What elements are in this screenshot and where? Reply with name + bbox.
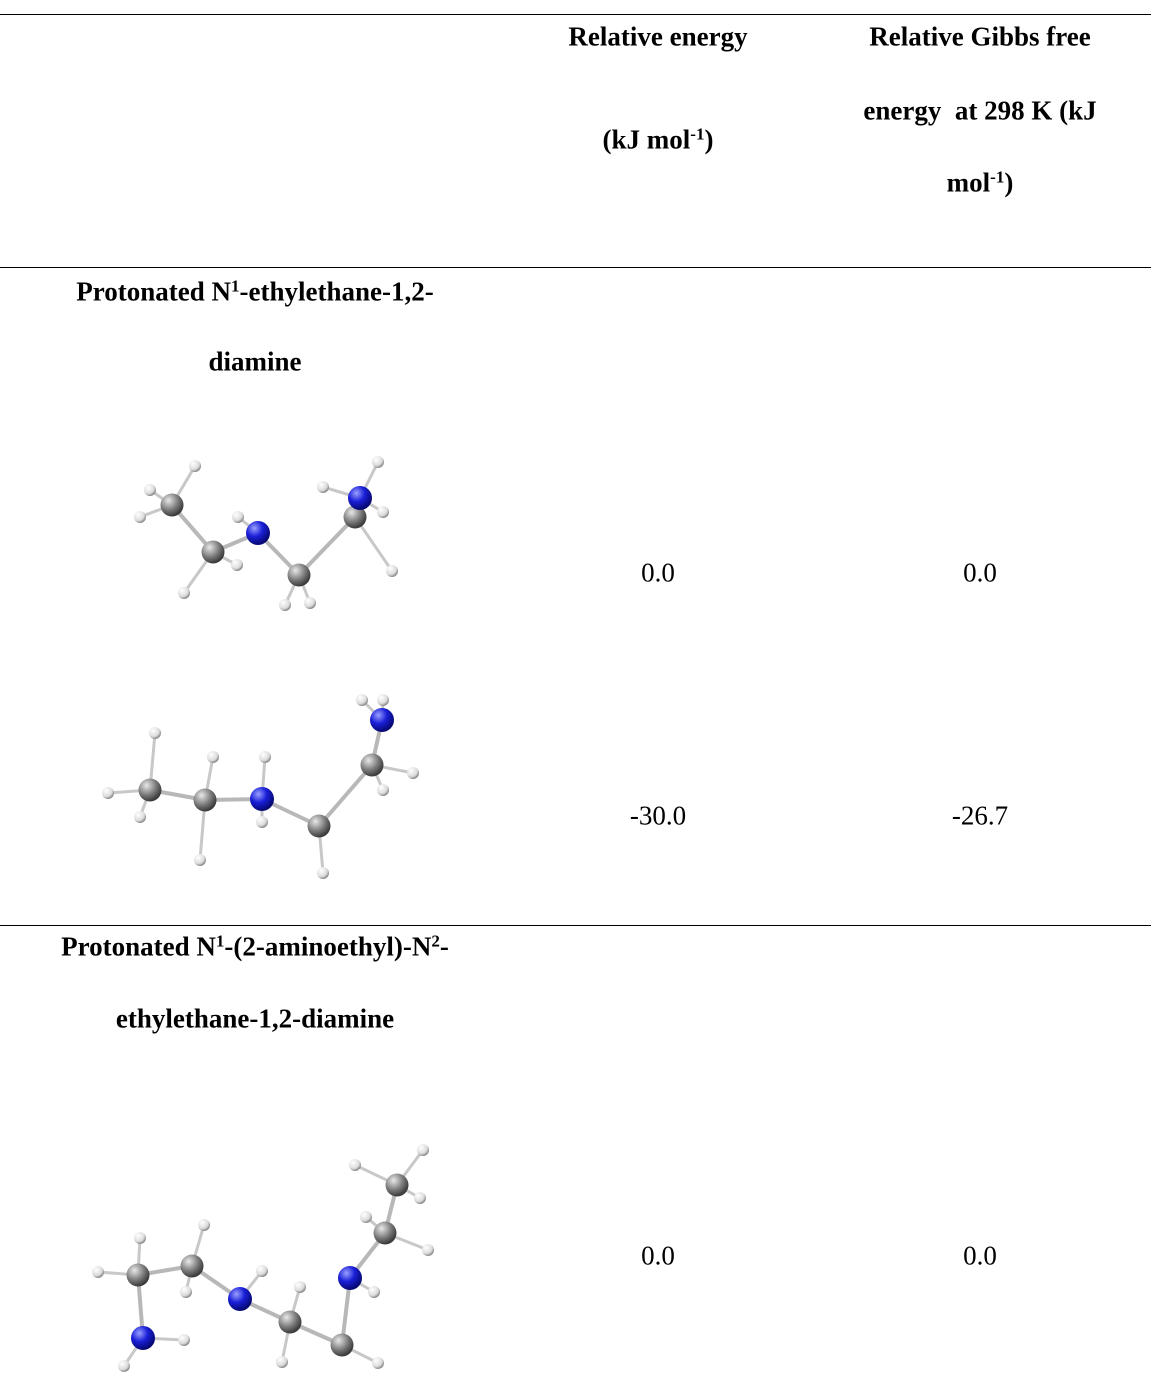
hydrogen-atom: [102, 787, 114, 799]
hydrogen-atom: [149, 727, 161, 739]
hydrogen-atom: [386, 565, 398, 577]
superscript: 1: [216, 932, 225, 951]
hydrogen-atom: [134, 511, 146, 523]
section-title-line: Protonated N1-(2-aminoethyl)-N2-: [61, 932, 449, 963]
hydrogen-atom: [180, 1286, 192, 1298]
carbon-atom: [279, 1311, 302, 1334]
hydrogen-atom: [294, 1281, 306, 1293]
hydrogen-atom: [194, 854, 206, 866]
superscript: -1: [690, 125, 704, 144]
carbon-atom: [308, 815, 331, 838]
text-run: (kJ mol: [603, 125, 691, 155]
hydrogen-atom: [368, 1286, 380, 1298]
text-run: -(2-aminoethyl)-N: [224, 932, 431, 962]
text-run: Protonated N: [61, 932, 216, 962]
nitrogen-atom: [370, 708, 394, 732]
carbon-atom: [181, 1255, 204, 1278]
text-run: Protonated N: [76, 277, 231, 307]
value-cell: 0.0: [963, 1241, 997, 1272]
text-run: ): [704, 125, 713, 155]
text-run: diamine: [208, 347, 301, 377]
header-cell-line: mol-1): [947, 168, 1014, 199]
carbon-atom: [161, 494, 184, 517]
text-run: -ethylethane-1,2-: [240, 277, 434, 307]
section-title-line: diamine: [208, 347, 301, 378]
carbon-atom: [139, 779, 162, 802]
text-run: -: [440, 932, 449, 962]
hydrogen-atom: [134, 1232, 146, 1244]
bond: [299, 517, 355, 575]
hydrogen-atom: [256, 816, 268, 828]
carbon-atom: [331, 1334, 354, 1357]
nitrogen-atom: [228, 1287, 252, 1311]
hydrogen-atom: [414, 1192, 426, 1204]
carbon-atom: [288, 564, 311, 587]
hydrogen-atom: [377, 506, 389, 518]
header-cell-line: Relative energy: [568, 22, 747, 53]
hydrogen-atom: [304, 597, 316, 609]
text-run: energy at 298 K (kJ: [863, 96, 1096, 126]
carbon-atom: [202, 541, 225, 564]
nitrogen-atom: [250, 787, 274, 811]
hydrogen-atom: [279, 599, 291, 611]
carbon-atom: [361, 754, 384, 777]
hydrogen-atom: [231, 559, 243, 571]
hydrogen-atom: [189, 460, 201, 472]
carbon-atom: [194, 789, 217, 812]
hydrogen-atom: [276, 1356, 288, 1368]
carbon-atom: [374, 1222, 397, 1245]
bond: [319, 765, 372, 826]
value-cell: 0.0: [641, 558, 675, 589]
text-run: ): [1004, 168, 1013, 198]
hydrogen-atom: [360, 1211, 372, 1223]
table-page: Relative energy(kJ mol-1)Relative Gibbs …: [0, 0, 1151, 1373]
carbon-atom: [386, 1174, 409, 1197]
molecule-drawings: [0, 0, 1151, 1373]
hydrogen-atom: [317, 867, 329, 879]
hydrogen-atom: [356, 694, 368, 706]
hydrogen-atom: [372, 1357, 384, 1369]
hydrogen-atom: [92, 1266, 104, 1278]
nitrogen-atom: [348, 486, 372, 510]
hydrogen-atom: [377, 784, 389, 796]
section-title-line: Protonated N1-ethylethane-1,2-: [76, 277, 433, 308]
value-cell: 0.0: [641, 1241, 675, 1272]
hydrogen-atom: [372, 456, 384, 468]
hydrogen-atom: [349, 1159, 361, 1171]
header-cell-line: energy at 298 K (kJ: [863, 96, 1096, 127]
text-run: Relative Gibbs free: [869, 22, 1090, 52]
hydrogen-atom: [144, 484, 156, 496]
hydrogen-atom: [134, 811, 146, 823]
header-cell-line: Relative Gibbs free: [869, 22, 1090, 53]
value-cell: 0.0: [963, 558, 997, 589]
nitrogen-atom: [131, 1326, 155, 1350]
nitrogen-atom: [246, 521, 270, 545]
header-cell-line: (kJ mol-1): [603, 125, 714, 156]
hydrogen-atom: [207, 751, 219, 763]
hydrogen-atom: [407, 767, 419, 779]
hydrogen-atom: [422, 1244, 434, 1256]
value-cell: -30.0: [630, 801, 686, 832]
superscript: 2: [431, 932, 440, 951]
hydrogen-atom: [256, 1265, 268, 1277]
carbon-atom: [127, 1264, 150, 1287]
hydrogen-atom: [198, 1219, 210, 1231]
section-title-line: ethylethane-1,2-diamine: [116, 1004, 394, 1035]
text-run: Relative energy: [568, 22, 747, 52]
hydrogen-atom: [417, 1144, 429, 1156]
hydrogen-atom: [232, 511, 244, 523]
hydrogen-atom: [118, 1360, 130, 1372]
superscript: 1: [231, 277, 240, 296]
hydrogen-atom: [178, 587, 190, 599]
text-run: ethylethane-1,2-diamine: [116, 1004, 394, 1034]
nitrogen-atom: [338, 1266, 362, 1290]
hydrogen-atom: [377, 694, 389, 706]
hydrogen-atom: [317, 481, 329, 493]
value-cell: -26.7: [952, 801, 1008, 832]
text-run: mol: [947, 168, 991, 198]
hydrogen-atom: [178, 1334, 190, 1346]
superscript: -1: [990, 168, 1004, 187]
hydrogen-atom: [259, 751, 271, 763]
